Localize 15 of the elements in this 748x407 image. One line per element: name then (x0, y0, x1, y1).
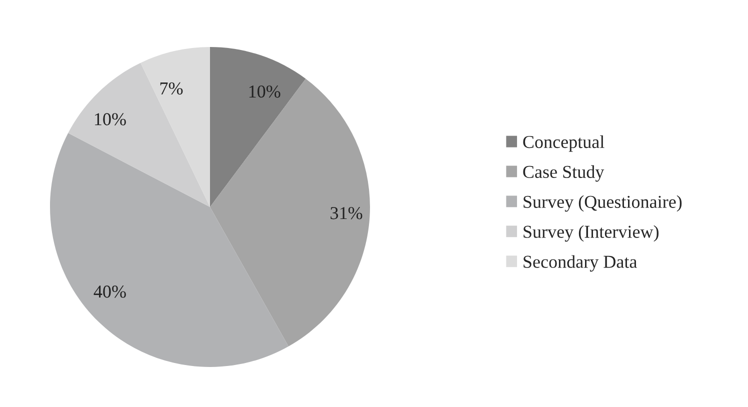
data-label: 10% (249, 85, 280, 98)
legend-label: Survey (Interview) (524, 225, 659, 242)
pie-slice (210, 78, 370, 346)
legend-label: Conceptual (523, 135, 604, 152)
pie-slice (68, 62, 210, 207)
pie-slice (140, 47, 210, 207)
legend-label: Secondary Data (524, 255, 637, 272)
data-label: 31% (330, 207, 362, 220)
pie-slice (210, 47, 306, 207)
legend-label: Survey (Questionaire) (524, 195, 682, 212)
pie-slice (50, 132, 289, 367)
data-label: 10% (95, 113, 126, 126)
legend-label: Case Study (523, 165, 604, 182)
data-label: 7% (160, 82, 183, 95)
data-label: 40% (94, 286, 126, 298)
